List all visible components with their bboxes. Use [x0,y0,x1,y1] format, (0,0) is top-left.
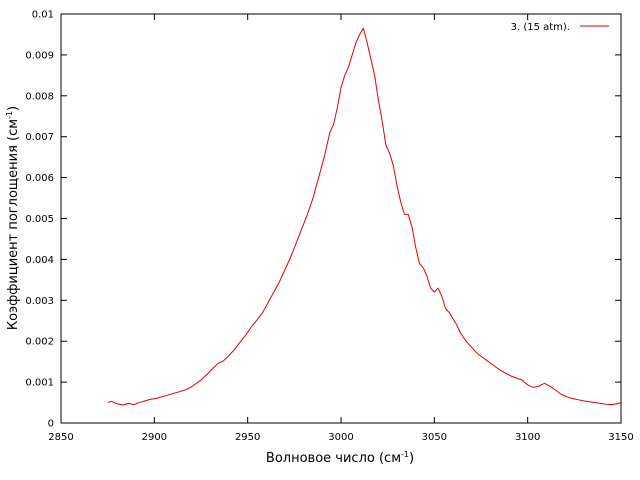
x-tick-label: 3000 [328,432,353,443]
x-axis-title: Волновое число (см-1) [266,450,414,466]
y-tick-label: 0.009 [25,50,54,61]
x-tick-label: 2850 [48,432,73,443]
y-axis-title: Коэффициент поглощения (см-1) [5,106,21,330]
x-tick-label: 2950 [235,432,260,443]
y-tick-label: 0.003 [25,296,54,307]
y-tick-label: 0.005 [25,214,54,225]
plot-frame [60,13,622,424]
y-axis-ticks: 0 0.001 0.002 0.003 0.004 0.005 0.006 0.007 0.00… [25,10,621,430]
x-tick-label: 3100 [515,432,540,443]
legend-label: 3. (15 atm). [511,22,570,33]
legend: 3. (15 atm). [511,22,609,33]
y-tick-label: 0.007 [25,132,54,143]
series-group [107,27,622,406]
y-tick-label: 0.008 [25,91,54,102]
plot-frame-group [60,13,622,424]
y-tick-label: 0.004 [25,255,54,266]
y-tick-label: 0.002 [25,337,54,348]
y-tick-label: 0.001 [25,378,54,389]
y-tick-label: 0.01 [32,10,54,21]
x-tick-label: 3150 [608,432,633,443]
x-tick-label: 2900 [142,432,167,443]
x-axis-ticks: 2850 2900 2950 3000 3050 3100 3150 [48,14,634,443]
x-tick-label: 3050 [422,432,447,443]
y-tick-label: 0 [48,419,54,430]
series-line-0 [107,27,622,406]
y-tick-label: 0.006 [25,173,54,184]
